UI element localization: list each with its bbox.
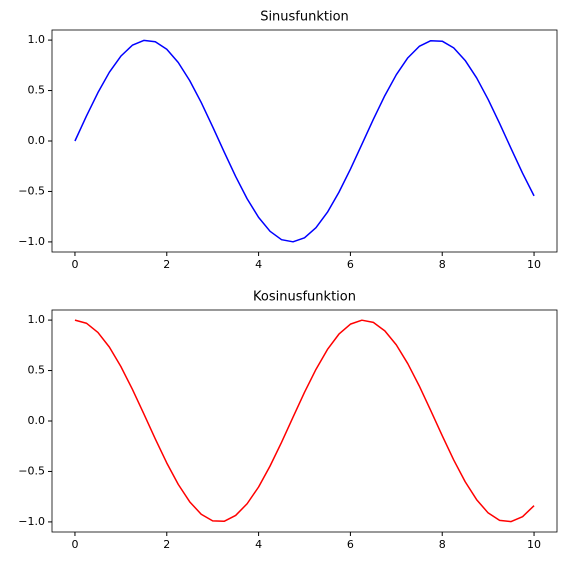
x-tick-label: 0 bbox=[71, 258, 78, 271]
y-tick-label: −0.5 bbox=[18, 184, 45, 197]
x-tick-label: 10 bbox=[527, 258, 541, 271]
y-tick-label: 1.0 bbox=[28, 313, 46, 326]
x-tick-label: 4 bbox=[255, 258, 262, 271]
chart-title: Kosinusfunktion bbox=[253, 290, 356, 305]
line-series bbox=[74, 39, 535, 243]
x-tick-label: 6 bbox=[347, 538, 354, 551]
x-tick-label: 4 bbox=[255, 538, 262, 551]
y-tick-label: −1.0 bbox=[18, 235, 45, 248]
x-tick-label: 2 bbox=[163, 538, 170, 551]
y-tick-label: −0.5 bbox=[18, 464, 45, 477]
line-series bbox=[74, 319, 535, 523]
x-tick-label: 8 bbox=[439, 258, 446, 271]
x-tick-label: 0 bbox=[71, 538, 78, 551]
y-tick-label: −1.0 bbox=[18, 515, 45, 528]
y-tick-label: 0.0 bbox=[28, 134, 46, 147]
x-tick-label: 8 bbox=[439, 538, 446, 551]
x-tick-label: 2 bbox=[163, 258, 170, 271]
y-tick-label: 0.5 bbox=[28, 84, 46, 97]
axes-frame bbox=[51, 29, 558, 253]
y-tick-label: 0.5 bbox=[28, 364, 46, 377]
y-tick-label: 0.0 bbox=[28, 414, 46, 427]
axes-frame bbox=[51, 309, 558, 533]
chart-title: Sinusfunktion bbox=[260, 10, 349, 25]
y-tick-label: 1.0 bbox=[28, 33, 46, 46]
x-tick-label: 6 bbox=[347, 258, 354, 271]
x-tick-label: 10 bbox=[527, 538, 541, 551]
